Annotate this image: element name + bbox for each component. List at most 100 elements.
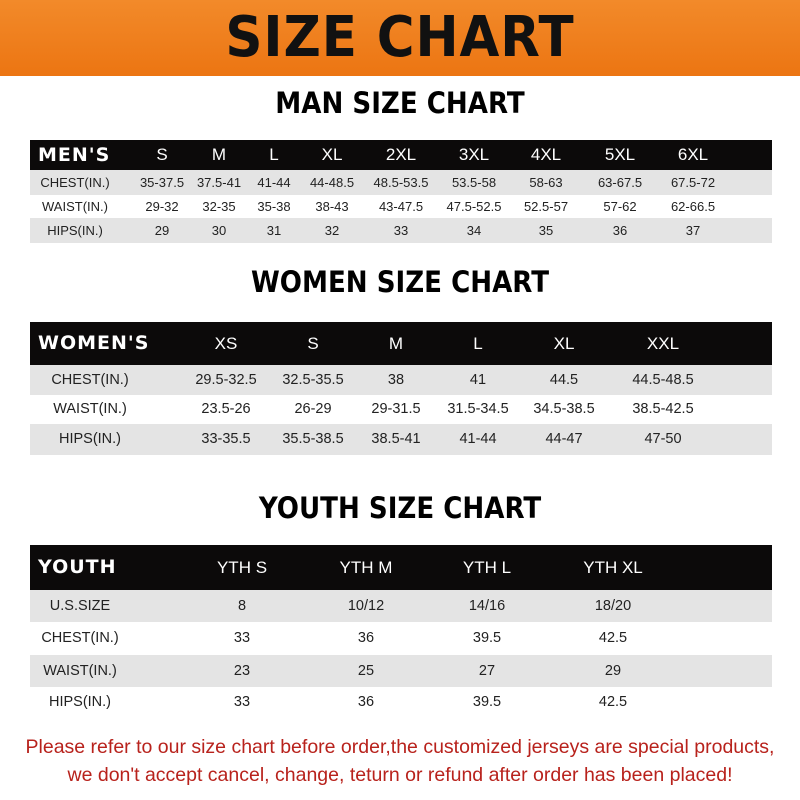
measurement-value: 8 — [237, 598, 247, 614]
measurement-value: 10/12 — [347, 598, 385, 614]
measurement-value: 44.5 — [549, 372, 579, 388]
women-size-table: WOMEN'S XS S M L XL XXL CHEST(IN.) 29.5-32.5 32.5… — [30, 322, 772, 455]
size-header-cell: XXL — [646, 334, 680, 353]
title-banner: SIZE CHART — [0, 0, 800, 76]
measurement-value: 25 — [357, 663, 375, 679]
size-header-cell: M — [388, 334, 404, 353]
table-category-label: WOMEN'S — [38, 332, 150, 354]
table-row: HIPS(IN.) 29 30 31 32 33 34 35 36 37 — [30, 218, 772, 243]
measurement-value: 14/16 — [468, 598, 506, 614]
measurement-value: 67.5-72 — [670, 175, 716, 190]
measurement-value: 39.5 — [472, 630, 502, 646]
measurement-value: 18/20 — [594, 598, 632, 614]
table-row: WAIST(IN.) 29-32 32-35 35-38 38-43 43-47.5 47.… — [30, 195, 772, 218]
measurement-label: WAIST(IN.) — [53, 401, 127, 417]
table-category-label: YOUTH — [38, 556, 117, 578]
measurement-label: CHEST(IN.) — [41, 630, 119, 646]
size-header-cell: XL — [553, 334, 575, 353]
size-header-cell: 3XL — [458, 145, 490, 164]
size-header-cell: L — [473, 334, 483, 353]
women-section-title: WOMEN SIZE CHART — [251, 265, 549, 299]
notice-line-1: Please refer to our size chart before or… — [25, 736, 775, 758]
measurement-label: HIPS(IN.) — [58, 431, 122, 447]
page-title: SIZE CHART — [225, 5, 575, 70]
table-row: HIPS(IN.) 33 36 39.5 42.5 — [30, 687, 772, 718]
measurement-value: 29-32 — [145, 199, 179, 214]
measurement-value: 36 — [612, 223, 628, 238]
measurement-value: 48.5-53.5 — [373, 175, 429, 190]
table-row: CHEST(IN.) 29.5-32.5 32.5-35.5 38 41 44.5 44.5… — [30, 365, 772, 395]
men-size-table: MEN'S S M L XL 2XL 3XL 4XL 5XL 6XL CHEST(IN.) 35-37… — [30, 140, 772, 243]
table-row: WAIST(IN.) 23 25 27 29 — [30, 655, 772, 687]
measurement-value: 37 — [685, 223, 701, 238]
measurement-value: 32.5-35.5 — [282, 372, 344, 388]
measurement-label: CHEST(IN.) — [40, 175, 110, 190]
measurement-value: 32-35 — [202, 199, 236, 214]
size-header-cell: YTH XL — [583, 558, 643, 577]
measurement-value: 29.5-32.5 — [195, 372, 257, 388]
measurement-value: 41-44 — [257, 175, 291, 190]
measurement-value: 26-29 — [294, 401, 332, 417]
measurement-value: 35 — [538, 223, 554, 238]
size-header-cell: 5XL — [604, 145, 636, 164]
measurement-label: CHEST(IN.) — [51, 372, 129, 388]
size-header-cell: YTH M — [339, 558, 393, 577]
measurement-value: 47.5-52.5 — [446, 199, 502, 214]
measurement-value: 33-35.5 — [201, 431, 251, 447]
table-header-row: YOUTH YTH S YTH M YTH L YTH XL — [30, 545, 772, 590]
measurement-value: 32 — [324, 223, 340, 238]
table-category-label: MEN'S — [38, 144, 111, 166]
size-header-cell: 6XL — [677, 145, 709, 164]
measurement-value: 42.5 — [598, 630, 628, 646]
size-header-cell: YTH S — [216, 558, 268, 577]
measurement-value: 41 — [469, 372, 487, 388]
measurement-value: 34.5-38.5 — [533, 401, 595, 417]
table-row: HIPS(IN.) 33-35.5 35.5-38.5 38.5-41 41-44 44-… — [30, 424, 772, 455]
measurement-value: 29 — [154, 223, 170, 238]
measurement-value: 31 — [266, 223, 282, 238]
measurement-value: 35.5-38.5 — [282, 431, 344, 447]
measurement-value: 63-67.5 — [597, 175, 643, 190]
measurement-value: 52.5-57 — [523, 199, 569, 214]
size-header-cell: S — [156, 145, 168, 164]
measurement-value: 23.5-26 — [201, 401, 251, 417]
measurement-value: 36 — [357, 630, 375, 646]
size-header-cell: XL — [321, 145, 343, 164]
size-header-cell: XS — [214, 334, 238, 353]
size-header-cell: L — [269, 145, 279, 164]
measurement-value: 33 — [233, 694, 251, 710]
table-row: CHEST(IN.) 33 36 39.5 42.5 — [30, 622, 772, 655]
measurement-value: 33 — [233, 630, 251, 646]
measurement-value: 62-66.5 — [670, 199, 716, 214]
measurement-value: 41-44 — [459, 431, 497, 447]
notice-line-2: we don't accept cancel, change, teturn o… — [67, 764, 733, 786]
measurement-value: 29 — [604, 663, 622, 679]
measurement-value: 39.5 — [472, 694, 502, 710]
table-header-row: MEN'S S M L XL 2XL 3XL 4XL 5XL 6XL — [30, 140, 772, 170]
measurement-label: HIPS(IN.) — [48, 694, 112, 710]
table-row: U.S.SIZE 8 10/12 14/16 18/20 — [30, 590, 772, 622]
measurement-value: 44-47 — [545, 431, 583, 447]
size-header-cell: 2XL — [385, 145, 417, 164]
measurement-value: 57-62 — [603, 199, 637, 214]
table-header-row: WOMEN'S XS S M L XL XXL — [30, 322, 772, 365]
measurement-value: 47-50 — [644, 431, 682, 447]
measurement-value: 38-43 — [315, 199, 349, 214]
measurement-value: 38 — [387, 372, 405, 388]
measurement-value: 33 — [393, 223, 409, 238]
measurement-label: WAIST(IN.) — [42, 199, 108, 214]
measurement-value: 36 — [357, 694, 375, 710]
measurement-value: 43-47.5 — [378, 199, 424, 214]
measurement-value: 58-63 — [529, 175, 563, 190]
size-header-cell: M — [211, 145, 227, 164]
youth-section-title: YOUTH SIZE CHART — [258, 491, 542, 525]
men-section-title: MAN SIZE CHART — [275, 86, 525, 120]
measurement-label: WAIST(IN.) — [43, 663, 117, 679]
table-row: CHEST(IN.) 35-37.5 37.5-41 41-44 44-48.5 48.5… — [30, 170, 772, 195]
measurement-value: 44.5-48.5 — [632, 372, 694, 388]
measurement-value: 53.5-58 — [451, 175, 497, 190]
measurement-label: U.S.SIZE — [49, 598, 111, 614]
measurement-value: 37.5-41 — [196, 175, 242, 190]
measurement-value: 42.5 — [598, 694, 628, 710]
measurement-value: 35-38 — [257, 199, 291, 214]
